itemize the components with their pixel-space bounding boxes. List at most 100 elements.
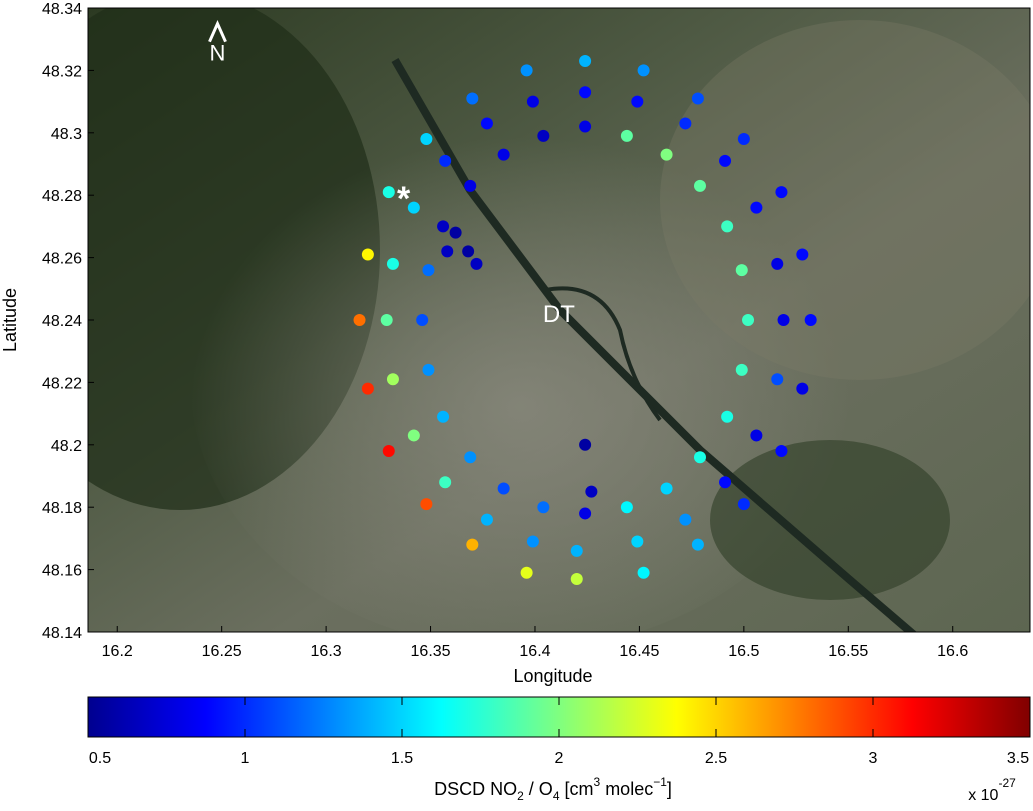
data-point — [631, 95, 644, 108]
data-point — [422, 264, 435, 277]
data-point — [380, 314, 393, 326]
old-danube — [544, 286, 662, 422]
y-tick-label: 48.24 — [42, 313, 82, 330]
data-point — [719, 154, 732, 167]
data-point — [464, 179, 477, 192]
y-tick-label: 48.18 — [42, 500, 82, 517]
data-point — [466, 92, 479, 105]
data-point — [497, 148, 510, 161]
data-point — [579, 55, 592, 68]
y-axis-label: Latitude — [0, 288, 20, 352]
data-point — [537, 501, 550, 514]
colorbar-tick-label: 2 — [555, 750, 564, 767]
data-point — [361, 382, 374, 395]
data-point — [361, 248, 374, 261]
data-point — [737, 133, 750, 146]
data-point — [777, 314, 790, 326]
data-point — [439, 154, 452, 167]
data-point — [742, 314, 755, 326]
data-point — [579, 86, 592, 99]
data-point — [735, 363, 748, 376]
data-point — [353, 314, 366, 326]
y-tick-label: 48.14 — [42, 625, 82, 642]
data-point — [441, 245, 454, 258]
data-point — [420, 133, 433, 146]
data-point — [796, 248, 809, 261]
data-point — [480, 513, 493, 526]
colorbar-label: DSCD NO2 / O4 [cm3 molec−1] — [434, 775, 672, 803]
data-point — [420, 498, 433, 511]
colorbar-tick-label: 0.5 — [89, 750, 111, 767]
x-tick-label: 16.2 — [102, 643, 133, 660]
data-point — [750, 429, 763, 442]
y-tick-label: 48.22 — [42, 375, 82, 392]
data-point — [526, 95, 539, 108]
data-point — [660, 148, 673, 161]
data-point — [771, 257, 784, 270]
data-point — [693, 451, 706, 464]
colorbar-multiplier: x 10-27 — [968, 776, 1016, 804]
data-point — [464, 451, 477, 464]
north-arrow-icon — [208, 19, 227, 43]
data-point — [679, 117, 692, 130]
y-tick-label: 48.16 — [42, 563, 82, 580]
colorbar-tick-label: 2.5 — [705, 750, 727, 767]
data-point — [570, 572, 583, 585]
y-tick-label: 48.32 — [42, 63, 82, 80]
data-point — [737, 498, 750, 511]
y-tick-label: 48.34 — [42, 1, 82, 18]
x-tick-label: 16.45 — [619, 643, 659, 660]
map-background — [88, 8, 1030, 632]
data-point — [497, 482, 510, 495]
data-point — [721, 410, 734, 423]
data-point — [796, 382, 809, 395]
data-point — [416, 314, 429, 326]
data-point — [579, 438, 592, 451]
x-tick-label: 16.3 — [311, 643, 342, 660]
data-point — [719, 476, 732, 489]
y-tick-label: 48.3 — [51, 126, 82, 143]
danube-river — [391, 58, 917, 632]
data-point — [462, 245, 475, 258]
data-point — [439, 476, 452, 489]
data-point — [570, 544, 583, 557]
data-point — [585, 485, 598, 498]
data-point — [466, 538, 479, 551]
colorbar-tick-label: 3.5 — [1007, 750, 1029, 767]
x-axis-label: Longitude — [513, 666, 592, 686]
x-tick-label: 16.35 — [411, 643, 451, 660]
data-point — [437, 410, 450, 423]
data-point — [579, 507, 592, 520]
data-point — [693, 179, 706, 192]
y-tick-label: 48.28 — [42, 188, 82, 205]
x-tick-label: 16.5 — [728, 643, 759, 660]
colorbar-tick-label: 3 — [869, 750, 878, 767]
data-point — [620, 501, 633, 514]
measurement-points — [353, 55, 817, 585]
y-tick-label: 48.2 — [51, 438, 82, 455]
x-tick-label: 16.6 — [937, 643, 968, 660]
data-point — [537, 129, 550, 142]
data-point — [422, 363, 435, 376]
data-point — [407, 429, 420, 442]
data-point — [520, 566, 533, 579]
data-point — [386, 373, 399, 386]
data-point — [579, 120, 592, 133]
x-tick-label: 16.4 — [519, 643, 550, 660]
data-point — [631, 535, 644, 548]
dt-label: DT — [543, 301, 575, 328]
data-point — [437, 220, 450, 233]
data-point — [386, 257, 399, 270]
data-point — [775, 186, 788, 199]
data-point — [637, 566, 650, 579]
data-point — [382, 445, 395, 458]
data-point — [691, 92, 704, 105]
data-point — [449, 226, 462, 239]
colorbar-tick-label: 1.5 — [391, 750, 413, 767]
x-tick-label: 16.55 — [828, 643, 868, 660]
data-point — [679, 513, 692, 526]
data-point — [750, 201, 763, 214]
data-point — [520, 64, 533, 77]
data-point — [382, 186, 395, 199]
